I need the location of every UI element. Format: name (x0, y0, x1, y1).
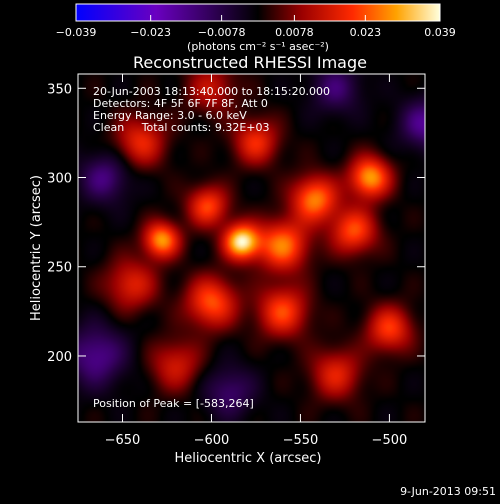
x-tick-label: −550 (283, 433, 319, 448)
y-tick-label: 350 (47, 82, 72, 97)
colorbar-tick-label: −0.023 (130, 26, 171, 39)
colorbar-gradient (75, 3, 441, 22)
colorbar-units: (photons cm⁻² s⁻¹ asec⁻²) (187, 40, 329, 53)
colorbar-ticks: −0.039 −0.023 −0.0078 0.0078 0.023 0.039 (56, 15, 456, 39)
heatmap-image (78, 74, 425, 422)
footer-date: 9-Jun-2013 09:51 (400, 485, 496, 498)
colorbar-tick-label: −0.0078 (198, 26, 246, 39)
colorbar: −0.039 −0.023 −0.0078 0.0078 0.023 0.039 (pho… (56, 3, 456, 53)
colorbar-tick-label: 0.023 (350, 26, 382, 39)
x-tick-label: −650 (105, 433, 141, 448)
annotation-peak: Position of Peak = [-583,264] (93, 397, 254, 410)
colorbar-tick-label: 0.039 (424, 26, 456, 39)
y-axis-label: Heliocentric Y (arcsec) (29, 175, 44, 321)
y-tick-label: 250 (47, 261, 72, 276)
annotation-clean: Clean Total counts: 9.32E+03 (93, 121, 270, 134)
x-tick-label: −600 (194, 433, 230, 448)
chart-title: Reconstructed RHESSI Image (133, 53, 367, 72)
plot-area: −650 −600 −550 −500 200 250 300 350 20-Jun-200… (47, 73, 426, 448)
y-tick-label: 300 (47, 172, 72, 187)
plot-frame (77, 73, 426, 423)
y-tick-label: 200 (47, 350, 72, 365)
colorbar-tick-label: 0.0078 (275, 26, 314, 39)
annotation-time: 20-Jun-2003 18:13:40.000 to 18:15:20.000 (93, 85, 330, 98)
x-axis-label: Heliocentric X (arcsec) (175, 451, 322, 466)
colorbar-tick-label: −0.039 (56, 26, 97, 39)
y-axis-ticks: 200 250 300 350 (47, 82, 425, 365)
annotation-detectors: Detectors: 4F 5F 6F 7F 8F, Att 0 (93, 97, 268, 110)
annotation-energy: Energy Range: 3.0 - 6.0 keV (93, 109, 247, 122)
x-axis-ticks: −650 −600 −550 −500 (105, 74, 408, 448)
x-tick-label: −500 (372, 433, 408, 448)
